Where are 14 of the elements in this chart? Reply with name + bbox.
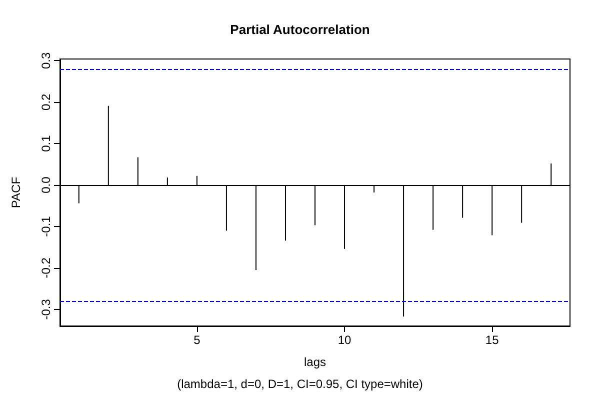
y-tick-label: 0.0 [39, 176, 53, 194]
y-tick-label: 0.3 [39, 52, 53, 69]
y-tick-label: 0.1 [39, 134, 53, 152]
x-tick-label: 5 [194, 333, 201, 347]
x-axis-title: lags [304, 355, 326, 369]
y-tick-label: -0.1 [39, 216, 53, 237]
text: (lambda=1, d=0, D=1, CI=0.95, CI type=white) [177, 377, 423, 391]
y-axis-title: PACF [9, 176, 23, 208]
chart-title: Partial Autocorrelation [230, 22, 370, 37]
y-tick-label: 0.2 [39, 93, 53, 110]
y-tick-label: -0.3 [39, 298, 53, 320]
y-tick-label: -0.2 [39, 257, 53, 278]
x-tick-label: 10 [338, 333, 352, 347]
x-tick-label: 15 [485, 333, 500, 347]
